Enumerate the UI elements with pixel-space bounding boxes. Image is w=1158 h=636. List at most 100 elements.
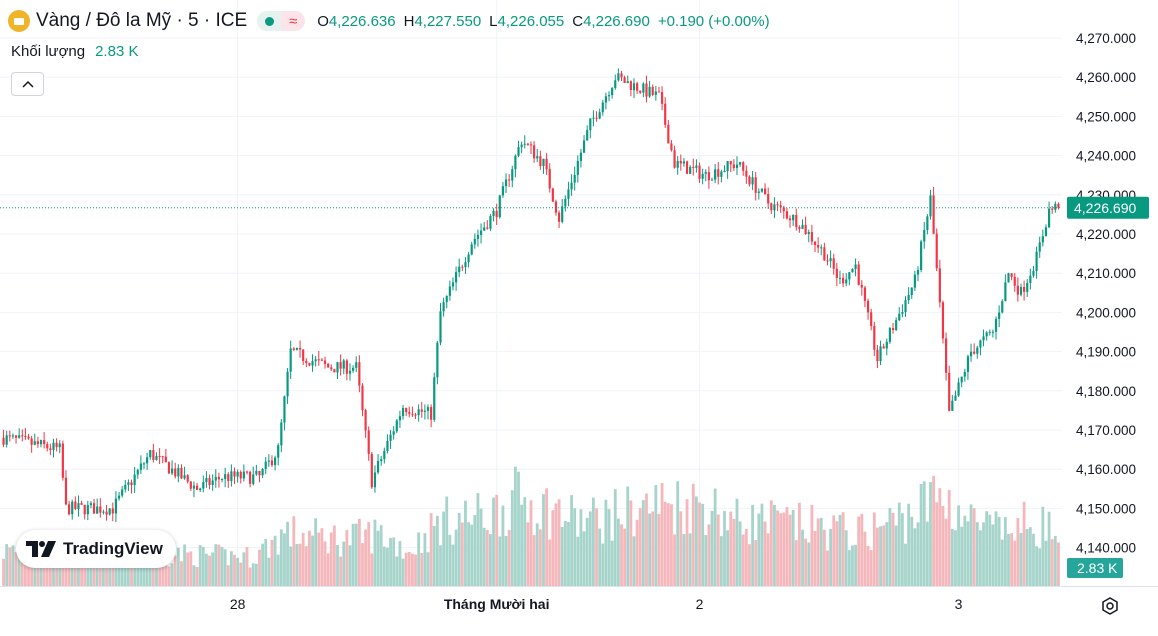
volume-bar — [189, 551, 193, 586]
candle-body — [1004, 282, 1007, 302]
volume-bar — [267, 557, 271, 586]
volume-bar — [982, 522, 985, 586]
candle-body — [489, 216, 492, 229]
volume-bar — [242, 552, 246, 586]
candle-body — [1051, 208, 1054, 210]
volume-bar — [860, 513, 864, 586]
candle-body — [64, 477, 68, 505]
candle-body — [224, 474, 227, 479]
candle-body — [83, 504, 86, 515]
candle-body — [149, 450, 152, 458]
volume-bar — [769, 500, 773, 586]
price-axis[interactable]: 4,270.0004,260.0004,250.0004,240.0004,23… — [1076, 31, 1136, 556]
candle-body — [121, 489, 124, 496]
approx-data-icon[interactable]: ≈ — [281, 11, 306, 31]
collapse-legend-button[interactable] — [11, 72, 44, 96]
candle-body — [1032, 271, 1035, 276]
candle-body — [670, 143, 673, 151]
candle-body — [142, 463, 146, 465]
time-axis[interactable]: 28 Tháng Mười hai 2 3 — [230, 596, 963, 612]
candle-body — [623, 77, 626, 83]
volume-bar — [295, 544, 299, 586]
market-status-pill[interactable]: ≈ — [257, 11, 306, 31]
candle-body — [473, 238, 476, 245]
volume-bar — [510, 490, 514, 586]
candle-body — [1047, 208, 1051, 228]
candle-body — [739, 162, 742, 165]
candle-body — [941, 302, 945, 339]
candle-body — [395, 420, 398, 432]
candle-body — [935, 233, 938, 269]
candle-body — [167, 462, 171, 474]
candle-body — [77, 503, 80, 509]
candle-body — [879, 346, 882, 362]
volume-bar — [545, 488, 549, 586]
candle-body — [295, 347, 299, 350]
candle-body — [339, 362, 342, 369]
volume-bar — [972, 508, 976, 586]
candle-body — [442, 302, 445, 312]
tradingview-logo[interactable]: TradingView — [16, 530, 176, 568]
volume-bar — [535, 523, 539, 586]
volume-bar — [773, 504, 776, 586]
volume-bar — [673, 534, 676, 586]
candle-body — [61, 443, 64, 478]
symbol-title[interactable]: Vàng / Đô la Mỹ · 5 · ICE — [36, 10, 248, 31]
candle-body — [742, 162, 745, 171]
candle-body — [592, 117, 595, 119]
candle-body — [957, 382, 960, 396]
volume-bar — [264, 539, 268, 586]
candle-body — [717, 169, 720, 177]
volume-bar — [854, 544, 857, 586]
candle-body — [205, 478, 208, 483]
volume-bar — [529, 500, 533, 586]
volume-bar — [48, 558, 52, 586]
volume-bar — [582, 531, 586, 586]
candle-body — [467, 254, 470, 263]
candle-body — [127, 482, 130, 485]
symbol-header: Vàng / Đô la Mỹ · 5 · ICE ≈ O4,226.636 H… — [8, 8, 770, 34]
volume-bar — [195, 567, 199, 586]
volume-bar — [832, 515, 836, 586]
volume-bar — [679, 511, 683, 586]
volume-bar — [198, 545, 202, 586]
candle-body — [280, 422, 283, 446]
volume-bar — [1053, 535, 1057, 586]
volume-bar — [592, 497, 595, 586]
candle-body — [305, 360, 308, 364]
volume-bar — [567, 521, 570, 586]
volume-bar — [963, 515, 967, 586]
volume-bar — [176, 547, 180, 586]
candle-body — [976, 347, 979, 354]
volume-bar — [819, 517, 823, 586]
volume-bar — [754, 540, 758, 586]
candle-body — [8, 435, 11, 437]
candle-body — [423, 410, 426, 412]
candle-body — [1026, 282, 1029, 292]
candle-body — [420, 409, 423, 412]
volume-bar — [354, 523, 358, 586]
volume-bar — [364, 529, 367, 586]
chart-settings-button[interactable] — [1099, 595, 1121, 617]
candle-body — [604, 96, 607, 103]
volume-bar — [520, 504, 524, 586]
volume-bar — [236, 557, 240, 586]
candle-body — [139, 463, 142, 470]
candle-body — [199, 488, 202, 490]
volume-bar — [716, 514, 720, 586]
candle-body — [242, 471, 245, 479]
candle-body — [458, 266, 461, 273]
volume-bar — [910, 516, 914, 586]
market-open-icon[interactable] — [257, 11, 282, 31]
candle-body — [1019, 286, 1023, 295]
candle-body — [345, 360, 348, 374]
candle-body — [851, 269, 854, 273]
candle-body — [1044, 227, 1048, 237]
volume-bar — [261, 543, 265, 586]
candle-body — [632, 83, 636, 91]
volume-legend[interactable]: Khối lượng 2.83 K — [11, 43, 138, 60]
candle-body — [323, 360, 327, 364]
volume-bar — [286, 521, 289, 586]
volume-bar — [504, 536, 508, 586]
